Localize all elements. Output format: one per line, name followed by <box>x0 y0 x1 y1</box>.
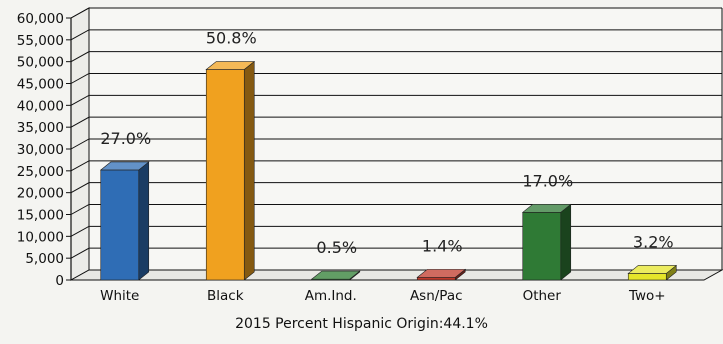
y-tick-label: 0 <box>55 273 64 289</box>
y-tick-label: 60,000 <box>17 11 64 27</box>
data-label: 0.5% <box>316 238 357 257</box>
bar-side <box>243 60 255 281</box>
y-tick-label: 50,000 <box>17 55 64 71</box>
gridline <box>70 94 722 106</box>
y-tick-label: 45,000 <box>17 77 64 93</box>
gridline <box>70 116 722 128</box>
gridline <box>70 7 722 19</box>
bar-side <box>138 161 150 281</box>
y-tick-label: 20,000 <box>17 186 64 202</box>
y-tick-label: 10,000 <box>17 229 64 245</box>
bar-side <box>560 203 572 281</box>
gridline <box>70 247 722 259</box>
plot-floor <box>69 269 723 281</box>
bar-top <box>521 204 572 213</box>
data-label: 50.8% <box>206 29 257 48</box>
gridline <box>70 29 722 41</box>
bar-top <box>310 270 361 280</box>
x-tick-label: Two+ <box>628 288 666 304</box>
y-tick-label: 5,000 <box>25 251 64 267</box>
y-tick-label: 55,000 <box>17 33 64 49</box>
gridline <box>70 51 722 63</box>
chart-footnote: 2015 Percent Hispanic Origin:44.1% <box>235 316 488 332</box>
bar-top <box>627 265 678 274</box>
data-label: 17.0% <box>522 171 573 190</box>
data-label: 1.4% <box>422 236 463 255</box>
data-label: 27.0% <box>100 129 151 148</box>
bar <box>205 69 245 281</box>
bar-top <box>205 61 256 70</box>
y-tick-label: 35,000 <box>17 120 64 136</box>
gridline <box>70 182 722 194</box>
bar-top <box>99 161 150 171</box>
x-tick-label: Asn/Pac <box>410 288 463 304</box>
bar <box>522 212 562 281</box>
gridline <box>70 73 722 84</box>
x-tick-label: Other <box>523 288 562 304</box>
bar-top <box>416 269 467 278</box>
bar <box>627 273 667 281</box>
x-tick-label: Am.Ind. <box>305 288 357 304</box>
bar <box>416 277 456 281</box>
y-tick-label: 25,000 <box>17 164 64 180</box>
gridline <box>70 204 722 215</box>
x-tick-label: Black <box>207 288 244 304</box>
chart-canvas: 0 5,000 10,000 15,000 20,000 25,000 30,000 35,0… <box>17 7 723 304</box>
gridline <box>70 160 722 172</box>
gridline <box>70 225 722 237</box>
data-label: 3.2% <box>633 232 674 251</box>
bar <box>100 169 140 281</box>
gridline <box>70 138 722 150</box>
y-tick-label: 15,000 <box>17 208 64 224</box>
y-tick-label: 40,000 <box>17 98 64 114</box>
y-tick-label: 30,000 <box>17 142 64 158</box>
x-tick-label: White <box>100 288 139 304</box>
